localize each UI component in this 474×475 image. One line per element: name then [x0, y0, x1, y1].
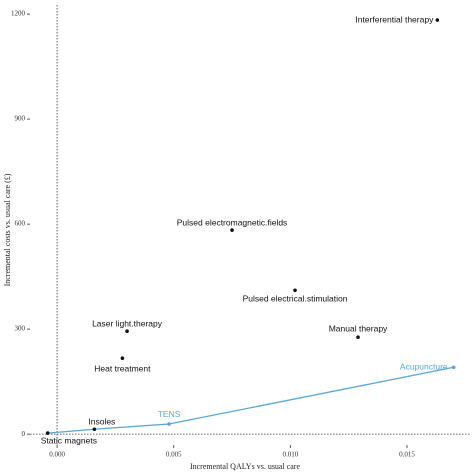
- point-label: Acupuncture: [400, 362, 448, 372]
- point: [120, 356, 125, 360]
- point: [167, 422, 171, 426]
- x-axis-title: Incremental QALYs vs. usual care: [190, 462, 300, 471]
- point: [451, 365, 456, 370]
- point: [45, 431, 50, 435]
- point-label: Interferential therapy: [355, 14, 434, 24]
- point: [435, 18, 440, 22]
- x-tick-label: 0.010: [282, 451, 298, 459]
- point: [92, 427, 97, 432]
- point-label: Pulsed electrical.stimulation: [243, 294, 348, 304]
- x-tick-label: 0.005: [166, 451, 182, 459]
- frontier-line: [47, 366, 454, 434]
- point-label: Insoles: [88, 416, 115, 426]
- point-label: Heat treatment: [94, 363, 151, 373]
- x-tick-label: 0.015: [399, 451, 415, 459]
- point: [293, 288, 297, 293]
- y-tick-label: 0: [22, 430, 26, 438]
- point-label: Static magnets: [41, 435, 97, 445]
- point: [125, 329, 129, 334]
- point-label: Laser light.therapy: [92, 318, 163, 328]
- point-label: Manual therapy: [329, 323, 388, 333]
- y-tick-label: 900: [15, 115, 26, 123]
- point-label: Pulsed electromagnetic.fields: [177, 217, 288, 227]
- y-tick-label: 1200: [11, 10, 26, 18]
- y-tick-label: 300: [15, 325, 26, 333]
- point: [356, 335, 360, 339]
- y-tick-label: 600: [15, 220, 26, 228]
- y-axis-title: Incremental costs vs. usual care (£): [3, 173, 12, 286]
- point: [230, 228, 234, 232]
- x-tick-label: 0.000: [49, 451, 65, 459]
- point-label: TENS: [158, 409, 181, 419]
